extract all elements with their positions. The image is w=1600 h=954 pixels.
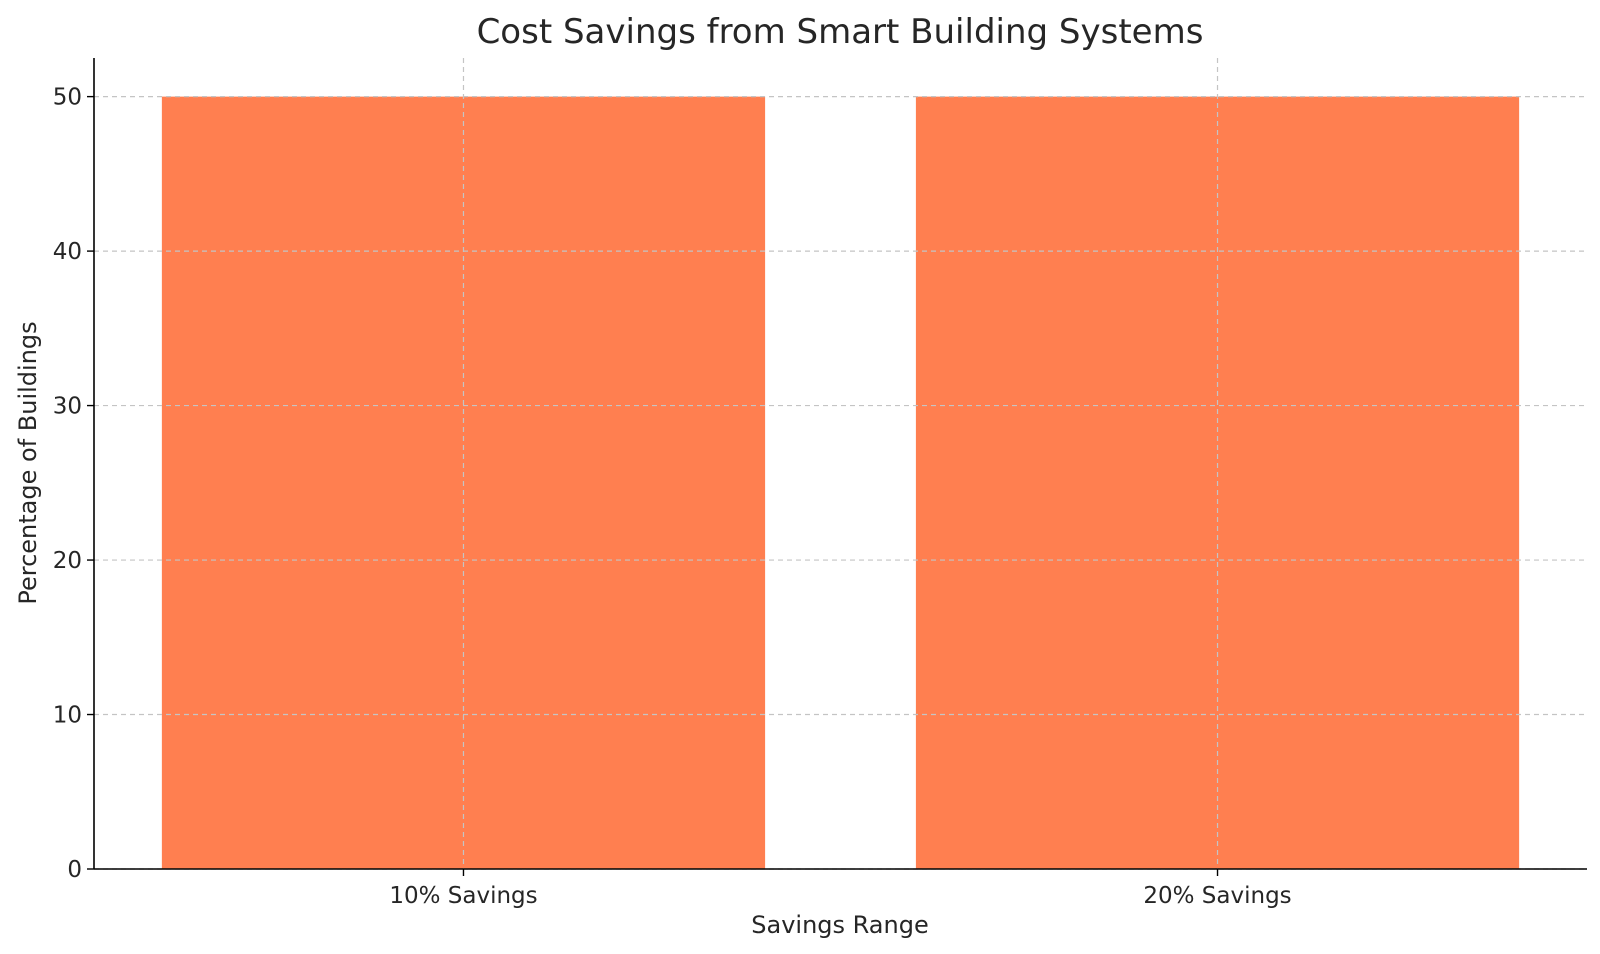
y-tick-label: 40 (53, 239, 82, 265)
y-tick-label: 30 (53, 394, 82, 420)
y-axis-label: Percentage of Buildings (14, 321, 42, 604)
bars (161, 96, 1520, 870)
x-tick-label: 20% Savings (1143, 883, 1291, 909)
axes: 0 10 20 30 40 50 10% Savings 20% Savings (53, 58, 1587, 909)
x-axis-label: Savings Range (751, 911, 928, 939)
y-tick-label: 0 (67, 857, 82, 883)
chart-title: Cost Savings from Smart Building Systems (477, 12, 1204, 52)
x-tick-label: 10% Savings (389, 883, 537, 909)
y-tick-label: 20 (53, 548, 82, 574)
y-tick-label: 50 (53, 85, 82, 111)
y-tick-label: 10 (53, 703, 82, 729)
